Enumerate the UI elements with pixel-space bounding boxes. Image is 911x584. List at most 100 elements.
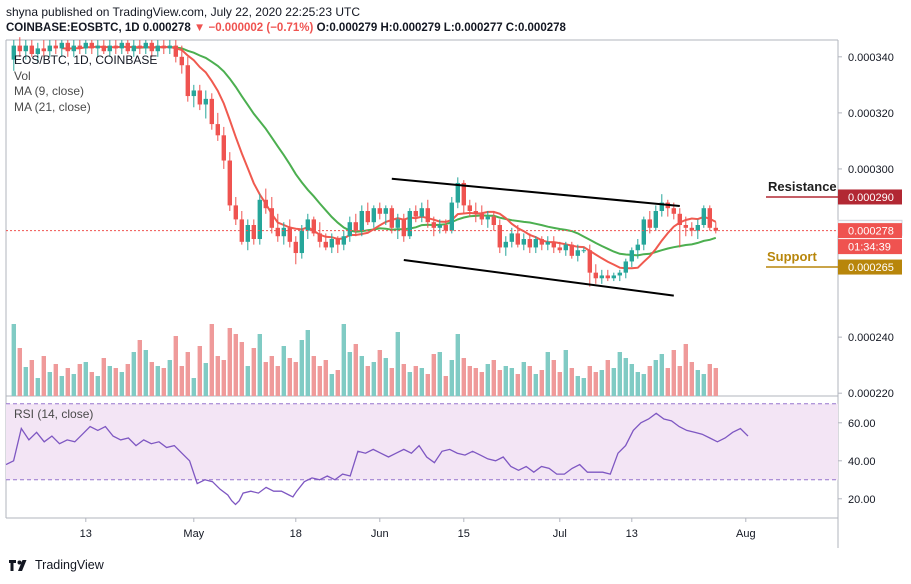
- time-tick-label: May: [183, 528, 204, 540]
- volume-bar: [521, 362, 526, 396]
- volume-bar: [389, 368, 394, 396]
- candle-body: [101, 45, 106, 52]
- volume-bar: [209, 324, 214, 396]
- candle-body: [515, 233, 520, 245]
- volume-bar: [395, 332, 400, 396]
- volume-bar: [707, 364, 712, 396]
- volume-bar: [377, 350, 382, 396]
- volume-bar: [281, 346, 286, 396]
- candle-body: [437, 225, 442, 228]
- volume-bar: [479, 372, 484, 396]
- volume-bar: [221, 360, 226, 396]
- volume-bar: [437, 352, 442, 396]
- volume-bar: [713, 368, 718, 396]
- volume-bar: [179, 366, 184, 396]
- volume-bar: [155, 366, 160, 396]
- candle-body: [641, 219, 646, 245]
- candle-body: [413, 210, 418, 217]
- volume-bar: [287, 358, 292, 396]
- candle-body: [557, 247, 562, 251]
- candle-body: [521, 239, 526, 245]
- candle-body: [527, 239, 532, 248]
- volume-bar: [599, 370, 604, 396]
- candle-body: [395, 219, 400, 228]
- volume-bar: [563, 350, 568, 396]
- candle-body: [419, 208, 424, 217]
- candle-body: [365, 210, 370, 223]
- volume-bar: [515, 374, 520, 396]
- candle-body: [563, 244, 568, 251]
- volume-bar: [239, 342, 244, 396]
- candle-body: [707, 208, 712, 228]
- candle-body: [359, 210, 364, 231]
- volume-bar: [305, 330, 310, 396]
- tradingview-logo-icon: [9, 560, 27, 571]
- candle-body: [473, 210, 478, 214]
- volume-bar: [425, 374, 430, 396]
- candle-body: [695, 225, 700, 231]
- candle-body: [311, 219, 316, 234]
- volume-bar: [557, 372, 562, 396]
- volume-bar: [485, 364, 490, 396]
- candle-body: [329, 239, 334, 248]
- candle-body: [35, 48, 40, 55]
- volume-bar: [71, 374, 76, 396]
- candle-body: [401, 219, 406, 237]
- volume-bar: [665, 368, 670, 396]
- candle-body: [299, 230, 304, 254]
- candle-body: [119, 42, 124, 49]
- volume-bar: [497, 370, 502, 396]
- symbol-name: COINBASE:EOSBTC, 1D: [6, 22, 140, 34]
- volume-bar: [245, 366, 250, 396]
- candle-body: [653, 210, 658, 228]
- volume-bar: [569, 368, 574, 396]
- volume-bar: [371, 362, 376, 396]
- volume-bar: [131, 352, 136, 396]
- volume-bar: [635, 372, 640, 396]
- candle-body: [581, 250, 586, 252]
- rsi-tick-label: 20.00: [848, 494, 876, 506]
- price-badge-label: 0.000290: [848, 192, 894, 204]
- candle-body: [167, 45, 172, 49]
- volume-bar: [203, 363, 208, 396]
- price-tick-label: 0.000240: [848, 332, 894, 344]
- candle-body: [497, 225, 502, 248]
- candle-body: [59, 42, 64, 49]
- candle-body: [173, 45, 178, 57]
- candle-body: [263, 199, 268, 209]
- candle-body: [383, 208, 388, 214]
- candle-body: [323, 241, 328, 248]
- trend-channel-line: [391, 177, 680, 207]
- resistance-label: Resistance: [768, 179, 837, 194]
- candle-body: [539, 239, 544, 245]
- volume-bar: [533, 374, 538, 396]
- volume-bar: [647, 366, 652, 396]
- candle-body: [221, 135, 226, 161]
- volume-bar: [359, 356, 364, 396]
- candle-body: [113, 45, 118, 49]
- volume-bar: [611, 368, 616, 396]
- volume-bar: [59, 376, 64, 396]
- volume-bar: [695, 370, 700, 396]
- volume-bar: [383, 358, 388, 396]
- candle-body: [431, 222, 436, 228]
- price-badge-label: 01:34:39: [848, 242, 891, 254]
- volume-bar: [317, 366, 322, 396]
- candle-body: [449, 202, 454, 231]
- price-tick-label: 0.000320: [848, 108, 894, 120]
- rsi-tick-label: 40.00: [848, 456, 876, 468]
- candle-body: [305, 219, 310, 231]
- candle-body: [407, 210, 412, 237]
- candle-body: [53, 45, 58, 49]
- volume-bar: [107, 366, 112, 396]
- price-badge: [838, 259, 902, 275]
- volume-bar: [173, 336, 178, 396]
- candle-body: [317, 233, 322, 242]
- volume-bar: [551, 360, 556, 396]
- candle-body: [227, 160, 232, 206]
- volume-bar: [491, 360, 496, 396]
- rsi-line: [5, 412, 749, 506]
- volume-bar: [215, 356, 220, 396]
- time-tick-label: Aug: [736, 528, 756, 540]
